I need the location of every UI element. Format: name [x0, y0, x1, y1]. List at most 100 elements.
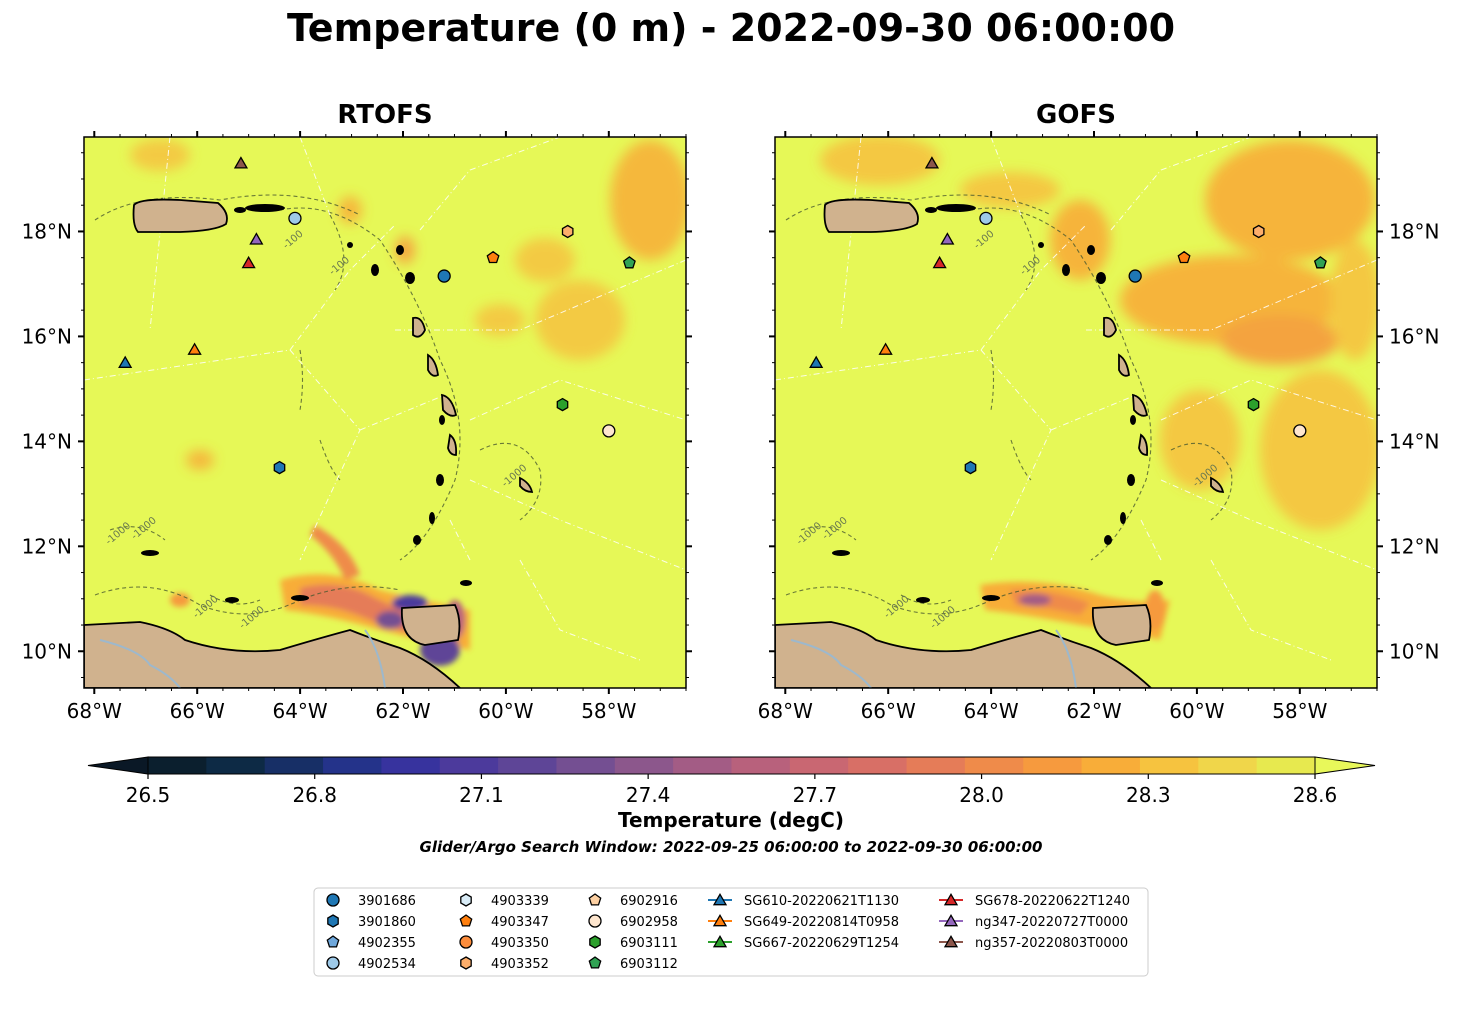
marker-SG649-20220814T0958: [187, 342, 202, 355]
lon-tick-label: 60°W: [1169, 699, 1224, 723]
colorbar-bin: [614, 757, 674, 774]
land-masses: [84, 198, 534, 688]
figure-title: Temperature (0 m) - 2022-09-30 06:00:00: [286, 6, 1176, 50]
colorbar-tick-label: 27.1: [459, 783, 504, 807]
map-panel-rtofs[interactable]: [84, 137, 690, 688]
colorbar-bin: [789, 757, 849, 774]
colorbar-frame: [147, 756, 1316, 775]
lat-tick-label: 18°N: [22, 219, 72, 243]
map-axes: 68°W 66°W 64°W 62°W 60°W 58°W 10°N 12°N 14°N 16°N…: [22, 131, 1439, 723]
colorbar-bin: [498, 757, 558, 774]
marker-3901860: [273, 460, 286, 475]
rivers: [99, 629, 386, 688]
rivers: [790, 629, 1077, 688]
marker-SG678-20220622T1240: [241, 255, 256, 269]
colorbar-bin: [906, 757, 966, 774]
lon-tick-label: 64°W: [272, 699, 327, 723]
lon-tick-label: 68°W: [67, 699, 122, 723]
marker-4903347: [1177, 250, 1191, 264]
observation-markers: [118, 156, 636, 475]
small-islands: [141, 204, 472, 603]
lat-tick-label: 18°N: [1389, 219, 1439, 243]
colorbar-bin: [381, 757, 441, 774]
marker-3901860: [964, 460, 977, 475]
marker-4903352: [561, 224, 574, 239]
lat-tick-label: 12°N: [22, 534, 72, 558]
land-masses: [775, 198, 1225, 688]
map-panel-gofs[interactable]: [775, 135, 1380, 688]
colorbar-bin: [1081, 757, 1141, 774]
colorbar-tick-label: 28.6: [1293, 783, 1338, 807]
colorbar-bin: [439, 757, 499, 774]
lat-tick-label: 14°N: [22, 429, 72, 453]
search-window-text: Glider/Argo Search Window: 2022-09-25 06…: [419, 838, 1043, 856]
panel-title-rtofs: RTOFS: [337, 100, 433, 130]
marker-6903111: [1247, 397, 1260, 412]
panel-title-gofs: GOFS: [1036, 100, 1116, 130]
lon-tick-label: 68°W: [758, 699, 813, 723]
colorbar-tick-label: 28.0: [959, 783, 1004, 807]
lat-tick-label: 12°N: [1389, 534, 1439, 558]
marker-4903352: [1252, 224, 1265, 239]
lat-tick-label: 16°N: [22, 324, 72, 348]
marker-4902534: [288, 211, 302, 225]
marker-SG610-20220621T1130: [809, 355, 824, 368]
map-frame-rtofs: [83, 136, 687, 689]
colorbar-bin: [673, 757, 733, 774]
sea-surface-temperature-field: [775, 137, 1377, 688]
colorbar-bin: [1256, 757, 1316, 774]
colorbar-tick-label: 27.7: [793, 783, 838, 807]
marker-6903111: [556, 397, 569, 412]
marker-ng357-20220803T0000: [233, 156, 249, 169]
colorbar-tick-label: 27.4: [626, 783, 671, 807]
colorbar-extend-max: [1314, 756, 1376, 775]
lon-tick-label: 60°W: [478, 699, 533, 723]
lon-tick-label: 66°W: [170, 699, 225, 723]
eez-boundaries: [84, 137, 686, 661]
marker-SG649-20220814T0958: [878, 342, 893, 355]
colorbar-bin: [206, 757, 266, 774]
marker-4902534: [979, 211, 993, 225]
colorbar-bin: [1198, 757, 1258, 774]
marker-6902958: [602, 424, 616, 438]
lon-tick-label: 64°W: [963, 699, 1018, 723]
colorbar-bin: [556, 757, 616, 774]
marker-3901686: [437, 269, 451, 283]
colorbar-bin: [731, 757, 791, 774]
marker-SG678-20220622T1240: [932, 255, 947, 269]
lat-tick-label: 16°N: [1389, 324, 1439, 348]
small-islands: [832, 204, 1163, 603]
marker-6903112: [622, 256, 636, 269]
marker-ng347-20220727T0000: [940, 232, 955, 245]
marker-SG610-20220621T1130: [118, 355, 133, 368]
marker-4903347: [486, 250, 500, 264]
lon-tick-label: 62°W: [1066, 699, 1121, 723]
lon-tick-label: 66°W: [861, 699, 916, 723]
lat-tick-label: 14°N: [1389, 429, 1439, 453]
marker-6902958: [1293, 424, 1307, 438]
eez-boundaries: [775, 137, 1377, 661]
colorbar-tick-label: 26.5: [126, 783, 171, 807]
marker-6903112: [1313, 256, 1327, 269]
colorbar-bin: [964, 757, 1024, 774]
lon-tick-label: 62°W: [375, 699, 430, 723]
lat-tick-label: 10°N: [22, 639, 72, 663]
colorbar-label: Temperature (degC): [618, 808, 844, 832]
colorbar-tick-label: 26.8: [292, 783, 337, 807]
colorbar-tick-label: 28.3: [1126, 783, 1171, 807]
lon-tick-label: 58°W: [581, 699, 636, 723]
marker-ng347-20220727T0000: [249, 232, 264, 245]
colorbar-bin: [264, 757, 324, 774]
marker-3901686: [1128, 269, 1142, 283]
map-frame-gofs: [774, 136, 1378, 689]
colorbar-bin: [848, 757, 908, 774]
marker-ng357-20220803T0000: [924, 156, 940, 169]
colorbar: 26.5 26.8 27.1 27.4 27.7 28.0 28.3 28.6: [87, 756, 1376, 807]
lat-tick-label: 10°N: [1389, 639, 1439, 663]
colorbar-extend-min: [87, 756, 149, 775]
colorbar-bin: [1023, 757, 1083, 774]
colorbar-bin: [323, 757, 382, 774]
lon-tick-label: 58°W: [1272, 699, 1327, 723]
colorbar-bin: [1139, 757, 1199, 774]
